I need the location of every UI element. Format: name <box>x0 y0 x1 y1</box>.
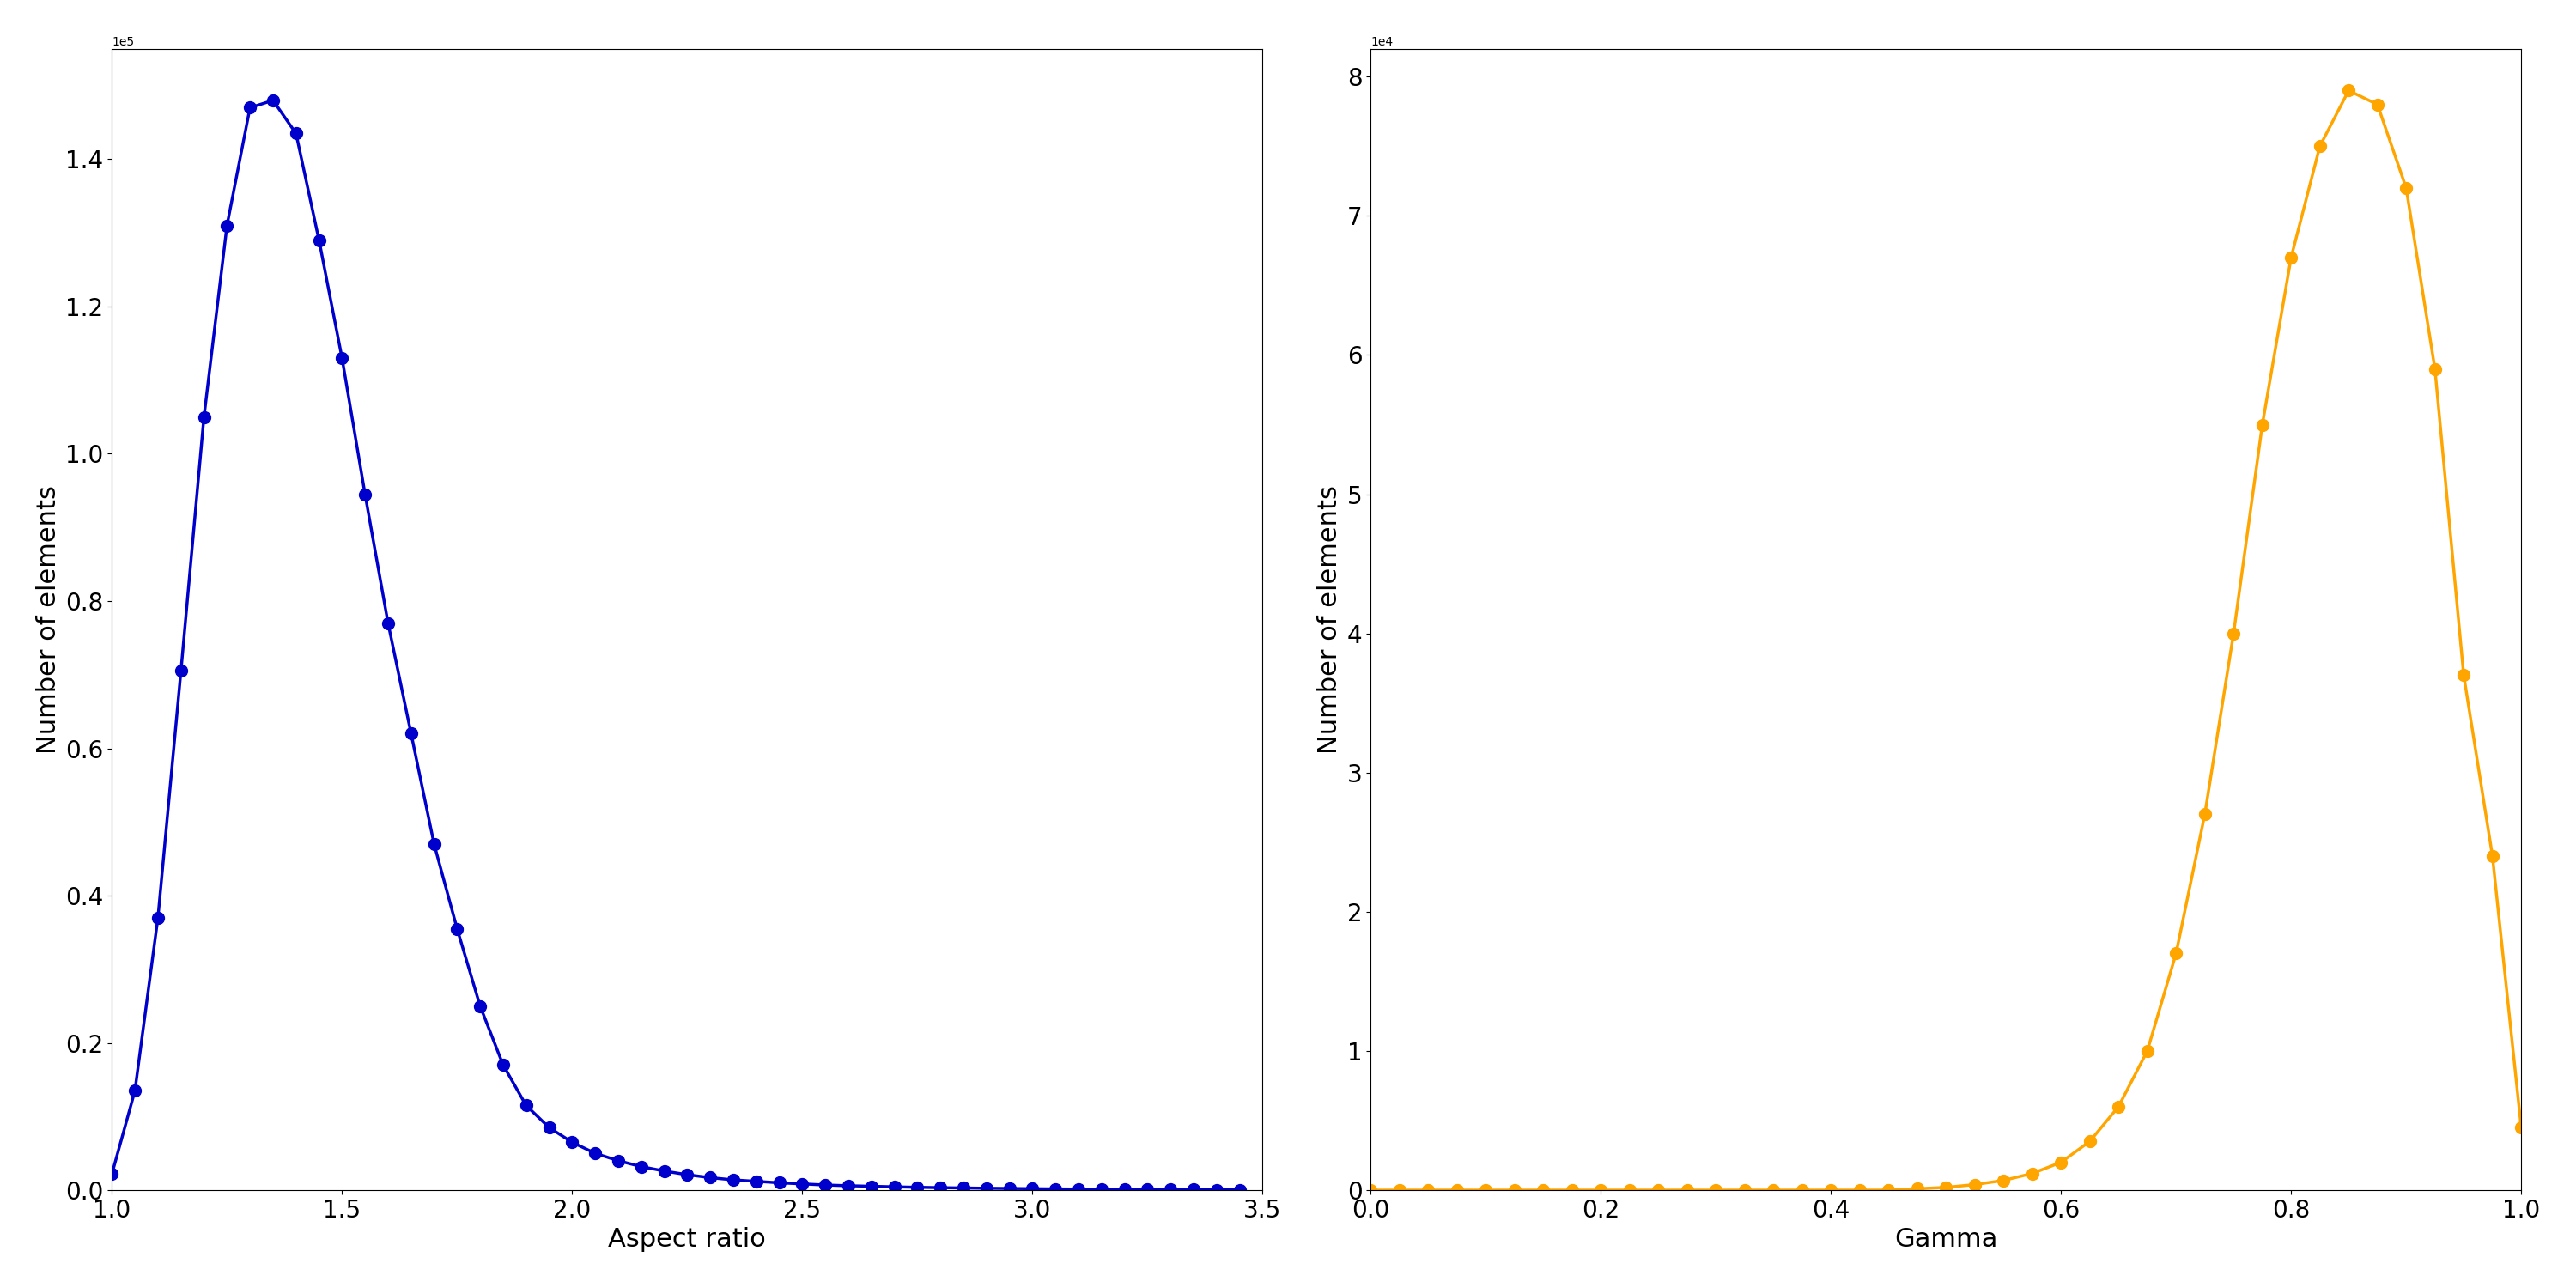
Y-axis label: Number of elements: Number of elements <box>1316 486 1342 753</box>
X-axis label: Aspect ratio: Aspect ratio <box>608 1227 765 1252</box>
Y-axis label: Number of elements: Number of elements <box>36 486 62 753</box>
X-axis label: Gamma: Gamma <box>1893 1227 1996 1252</box>
